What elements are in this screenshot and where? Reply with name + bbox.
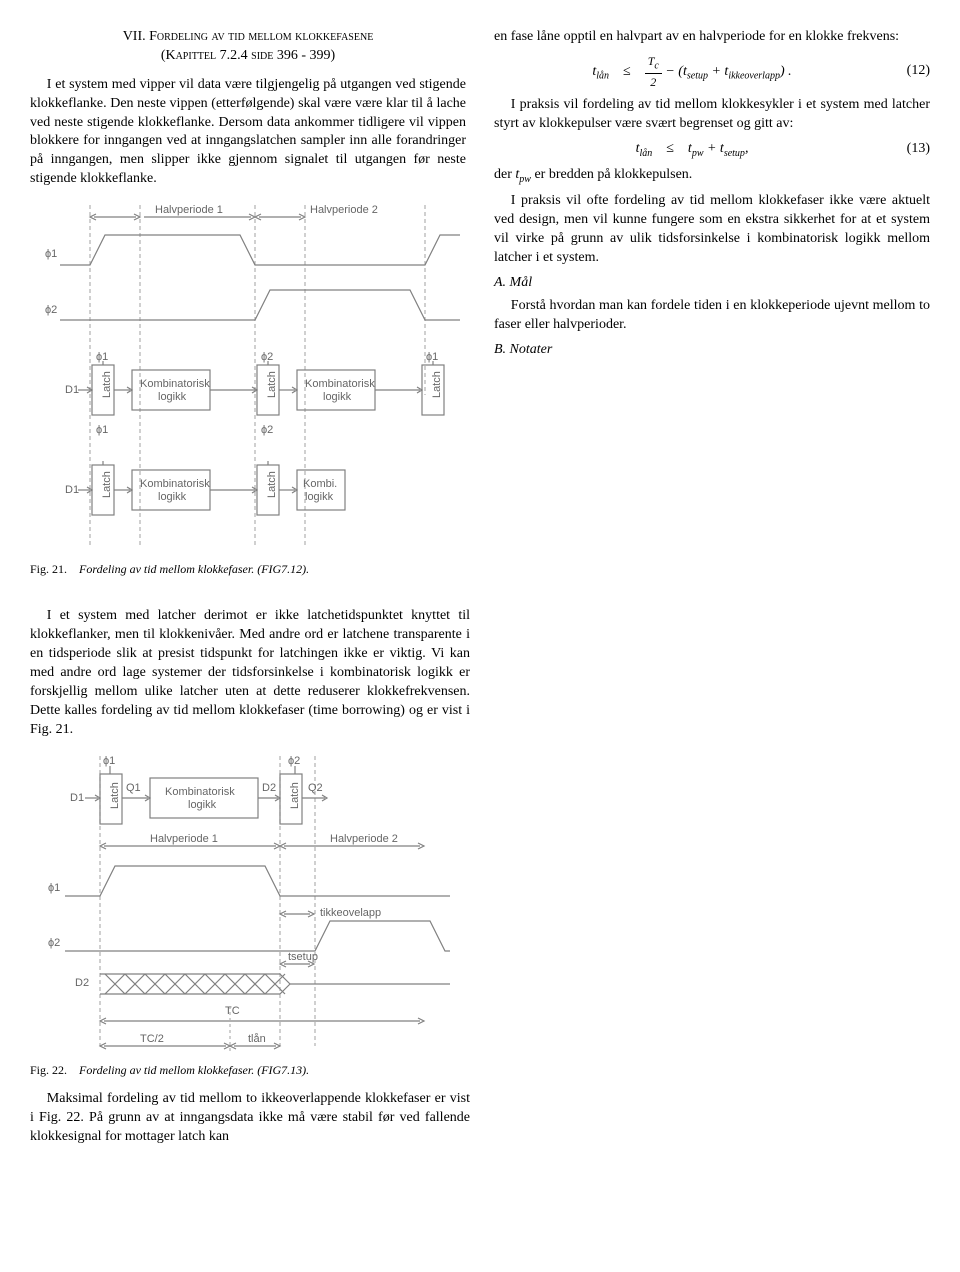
svg-text:logikk: logikk (158, 491, 187, 503)
subsection-a-text: Forstå hvordan man kan fordele tiden i e… (494, 297, 930, 335)
svg-text:Kombinatorisk: Kombinatorisk (165, 786, 235, 798)
svg-text:Latch: Latch (266, 471, 278, 498)
svg-text:ϕ1: ϕ1 (96, 351, 108, 363)
svg-text:Latch: Latch (109, 782, 121, 809)
svg-text:TC/2: TC/2 (140, 1033, 164, 1045)
svg-text:ϕ2: ϕ2 (48, 937, 60, 949)
subsection-b-label: B. Notater (494, 341, 930, 360)
svg-text:Kombinatorisk: Kombinatorisk (140, 478, 210, 490)
eq13-number: (13) (890, 140, 930, 159)
svg-text:Halvperiode 1: Halvperiode 1 (150, 833, 218, 845)
svg-text:tlån: tlån (248, 1033, 266, 1045)
fig21-caption-text: Fordeling av tid mellom klokkefaser. (FI… (79, 562, 309, 576)
section-heading: VII. Fordeling av tid mellom klokkefasen… (30, 28, 466, 66)
equation-13: tlån ≤ tpw + tsetup, (13) (494, 140, 930, 160)
section-subtitle: (Kapittel 7.2.4 side 396 - 399) (161, 48, 335, 63)
right-para-4: I praksis vil ofte fordeling av tid mell… (494, 192, 930, 268)
svg-text:ϕ2: ϕ2 (288, 755, 300, 767)
section-title: Fordeling av tid mellom klokkefasene (149, 29, 373, 44)
svg-text:Kombinatorisk: Kombinatorisk (140, 378, 210, 390)
svg-text:Q1: Q1 (126, 782, 141, 794)
svg-text:Kombinatorisk: Kombinatorisk (305, 378, 375, 390)
right-para-2: I praksis vil fordeling av tid mellom kl… (494, 96, 930, 134)
svg-text:tikkeovelapp: tikkeovelapp (320, 907, 381, 919)
svg-text:TC: TC (225, 1005, 240, 1017)
fig22-label: Fig. 22. (30, 1063, 67, 1077)
left-para-1: I et system med vipper vil data være til… (30, 76, 466, 189)
fig22-caption-text: Fordeling av tid mellom klokkefaser. (FI… (79, 1063, 309, 1077)
svg-text:ϕ1: ϕ1 (96, 424, 108, 436)
section-number: VII. (123, 29, 146, 44)
eq12-number: (12) (890, 62, 930, 81)
figure-22-diagram: ϕ1 ϕ2 D1 Latch Q1 Kombinatorisk logikk D… (30, 746, 460, 1056)
svg-text:Latch: Latch (289, 782, 301, 809)
svg-text:D1: D1 (65, 384, 79, 396)
svg-text:ϕ1: ϕ1 (45, 248, 57, 260)
svg-text:Latch: Latch (101, 371, 113, 398)
figure-21-diagram: Halvperiode 1 Halvperiode 2 ϕ1 ϕ2 D1 Lat… (30, 195, 460, 555)
svg-text:logikk: logikk (188, 799, 217, 811)
subsection-a-label: A. Mål (494, 274, 930, 293)
svg-text:tsetup: tsetup (288, 951, 318, 963)
svg-text:D2: D2 (75, 977, 89, 989)
bottom-para-1: Maksimal fordeling av tid mellom to ikke… (30, 1090, 470, 1147)
right-para-1: en fase låne opptil en halvpart av en ha… (494, 28, 930, 47)
svg-text:logikk: logikk (158, 391, 187, 403)
svg-text:ϕ1: ϕ1 (103, 755, 115, 767)
svg-text:ϕ1: ϕ1 (48, 882, 60, 894)
svg-text:Kombi.: Kombi. (303, 478, 337, 490)
svg-text:D1: D1 (70, 792, 84, 804)
svg-text:Latch: Latch (431, 371, 443, 398)
svg-text:Halvperiode 2: Halvperiode 2 (330, 833, 398, 845)
mid-para-1: I et system med latcher derimot er ikke … (30, 607, 470, 739)
svg-text:logikk: logikk (305, 491, 334, 503)
fig21-label: Fig. 21. (30, 562, 67, 576)
right-para-3: der tpw er bredden på klokkepulsen. (494, 166, 930, 186)
svg-text:ϕ2: ϕ2 (45, 304, 57, 316)
svg-text:Latch: Latch (266, 371, 278, 398)
svg-text:logikk: logikk (323, 391, 352, 403)
equation-12: tlån ≤ Tc 2 − (tsetup + tikkeoverlapp) .… (494, 53, 930, 90)
svg-text:Halvperiode 1: Halvperiode 1 (155, 204, 223, 216)
svg-text:ϕ1: ϕ1 (426, 351, 438, 363)
svg-text:D2: D2 (262, 782, 276, 794)
svg-text:Halvperiode 2: Halvperiode 2 (310, 204, 378, 216)
figure-21-caption: Fig. 21. Fordeling av tid mellom klokkef… (30, 561, 466, 577)
svg-text:ϕ2: ϕ2 (261, 351, 273, 363)
svg-text:D1: D1 (65, 484, 79, 496)
figure-22-caption: Fig. 22. Fordeling av tid mellom klokkef… (30, 1062, 470, 1078)
svg-text:Latch: Latch (101, 471, 113, 498)
svg-text:Q2: Q2 (308, 782, 323, 794)
svg-text:ϕ2: ϕ2 (261, 424, 273, 436)
